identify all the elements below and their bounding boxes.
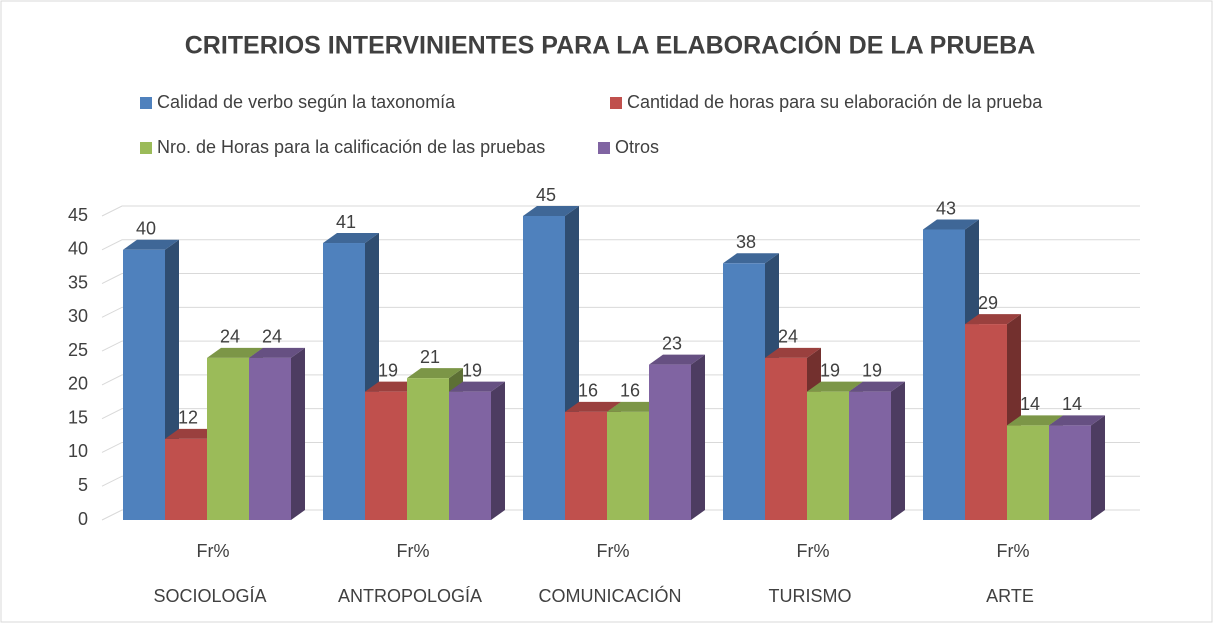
y-tick-label: 30 — [68, 306, 88, 326]
y-tick-label: 40 — [68, 239, 88, 259]
legend-swatch — [610, 97, 622, 109]
x-sublabel: Fr% — [397, 541, 430, 561]
value-label: 41 — [336, 212, 356, 232]
bar-top — [249, 347, 305, 358]
bar-top — [723, 253, 779, 264]
bar-top — [207, 347, 263, 358]
bar — [1007, 425, 1049, 520]
grid-line — [101, 239, 1140, 251]
bar-side — [691, 354, 705, 520]
grid-line — [101, 273, 1140, 285]
value-label: 19 — [378, 360, 398, 380]
x-tick-label: TURISMO — [769, 586, 852, 606]
value-label: 14 — [1062, 394, 1082, 414]
legend-label: Otros — [615, 137, 659, 157]
y-tick-label: 20 — [68, 374, 88, 394]
x-sublabel: Fr% — [997, 541, 1030, 561]
x-tick-label: ANTROPOLOGÍA — [338, 586, 482, 606]
legend-swatch — [598, 142, 610, 154]
bar-top — [923, 219, 979, 230]
value-label: 24 — [778, 327, 798, 347]
bar — [849, 391, 891, 520]
bar — [123, 249, 165, 520]
bar — [323, 243, 365, 520]
bar-side — [1091, 415, 1105, 520]
grid-line — [101, 340, 1140, 352]
bar-top — [807, 381, 863, 392]
grid-line — [101, 306, 1140, 318]
bar — [207, 357, 249, 520]
value-label: 45 — [536, 185, 556, 205]
bar-top — [649, 354, 705, 365]
bar-top — [849, 381, 905, 392]
y-tick-label: 25 — [68, 340, 88, 360]
y-tick-label: 10 — [68, 441, 88, 461]
y-tick-label: 5 — [78, 475, 88, 495]
x-sublabel: Fr% — [797, 541, 830, 561]
bar — [965, 324, 1007, 520]
chart-title: CRITERIOS INTERVINIENTES PARA LA ELABORA… — [185, 30, 1036, 60]
bar — [607, 411, 649, 520]
legend-label: Calidad de verbo según la taxonomía — [157, 92, 456, 112]
bar-top — [523, 206, 579, 216]
legend-label: Nro. de Horas para la calificación de la… — [157, 137, 545, 157]
bar — [365, 391, 407, 520]
value-label: 14 — [1020, 394, 1040, 414]
value-label: 12 — [178, 408, 198, 428]
bar-top — [123, 239, 179, 250]
value-label: 16 — [578, 381, 598, 401]
legend-label: Cantidad de horas para su elaboración de… — [627, 92, 1043, 112]
bar-top — [965, 314, 1021, 325]
value-label: 40 — [136, 219, 156, 239]
x-sublabel: Fr% — [597, 541, 630, 561]
legend-swatch — [140, 97, 152, 109]
bar-top — [1049, 415, 1105, 426]
x-tick-label: ARTE — [986, 586, 1034, 606]
value-label: 23 — [662, 333, 682, 353]
bar — [165, 438, 207, 520]
value-label: 16 — [620, 381, 640, 401]
bar — [565, 411, 607, 520]
value-label: 21 — [420, 347, 440, 367]
bar-top — [1007, 415, 1063, 426]
value-label: 38 — [736, 232, 756, 252]
legend-swatch — [140, 142, 152, 154]
bar-top — [765, 347, 821, 358]
value-label: 43 — [936, 198, 956, 218]
bar — [649, 364, 691, 520]
bar — [923, 229, 965, 520]
bar — [1049, 425, 1091, 520]
bar — [407, 378, 449, 520]
x-tick-label: SOCIOLOGÍA — [153, 586, 266, 606]
value-label: 29 — [978, 293, 998, 313]
bar — [249, 357, 291, 520]
bar — [765, 357, 807, 520]
x-sublabel: Fr% — [197, 541, 230, 561]
bar-top — [565, 401, 621, 412]
bar — [523, 216, 565, 520]
x-tick-label: COMUNICACIÓN — [539, 585, 682, 606]
value-label: 24 — [220, 327, 240, 347]
value-label: 24 — [262, 327, 282, 347]
y-tick-label: 0 — [78, 509, 88, 529]
bar-side — [891, 381, 905, 520]
bar — [807, 391, 849, 520]
bar-side — [491, 381, 505, 520]
bar-side — [291, 347, 305, 520]
bar-top — [323, 233, 379, 244]
value-label: 19 — [862, 360, 882, 380]
bar-top — [407, 368, 463, 379]
bar — [723, 263, 765, 520]
y-tick-label: 45 — [68, 205, 88, 225]
value-label: 19 — [462, 360, 482, 380]
y-tick-label: 15 — [68, 407, 88, 427]
grid-line — [101, 205, 1140, 217]
bar — [449, 391, 491, 520]
value-label: 19 — [820, 360, 840, 380]
y-tick-label: 35 — [68, 272, 88, 292]
bar-top — [449, 381, 505, 392]
